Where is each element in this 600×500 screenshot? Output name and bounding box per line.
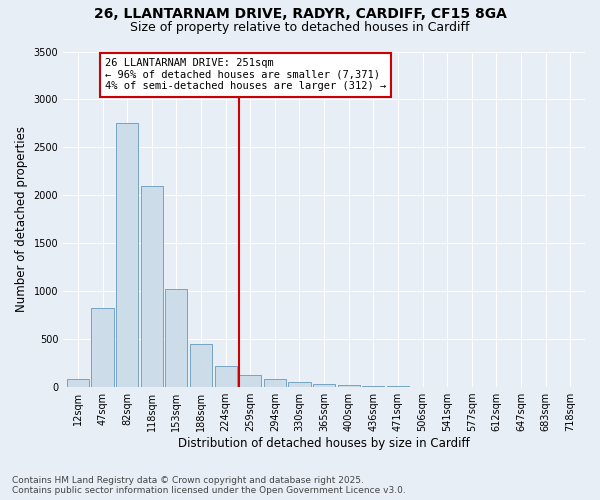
X-axis label: Distribution of detached houses by size in Cardiff: Distribution of detached houses by size … xyxy=(178,437,470,450)
Bar xyxy=(264,380,286,387)
Y-axis label: Number of detached properties: Number of detached properties xyxy=(15,126,28,312)
Bar xyxy=(91,308,113,387)
Text: 26, LLANTARNAM DRIVE, RADYR, CARDIFF, CF15 8GA: 26, LLANTARNAM DRIVE, RADYR, CARDIFF, CF… xyxy=(94,8,506,22)
Bar xyxy=(338,385,360,387)
Bar xyxy=(289,382,311,387)
Bar xyxy=(190,344,212,387)
Bar xyxy=(239,374,262,387)
Bar xyxy=(67,380,89,387)
Bar xyxy=(141,186,163,387)
Bar xyxy=(116,124,138,387)
Bar xyxy=(412,386,434,387)
Bar xyxy=(215,366,237,387)
Bar xyxy=(313,384,335,387)
Bar xyxy=(387,386,409,387)
Text: Size of property relative to detached houses in Cardiff: Size of property relative to detached ho… xyxy=(130,21,470,34)
Text: Contains HM Land Registry data © Crown copyright and database right 2025.
Contai: Contains HM Land Registry data © Crown c… xyxy=(12,476,406,495)
Text: 26 LLANTARNAM DRIVE: 251sqm
← 96% of detached houses are smaller (7,371)
4% of s: 26 LLANTARNAM DRIVE: 251sqm ← 96% of det… xyxy=(105,58,386,92)
Bar xyxy=(362,386,385,387)
Bar xyxy=(166,290,187,387)
